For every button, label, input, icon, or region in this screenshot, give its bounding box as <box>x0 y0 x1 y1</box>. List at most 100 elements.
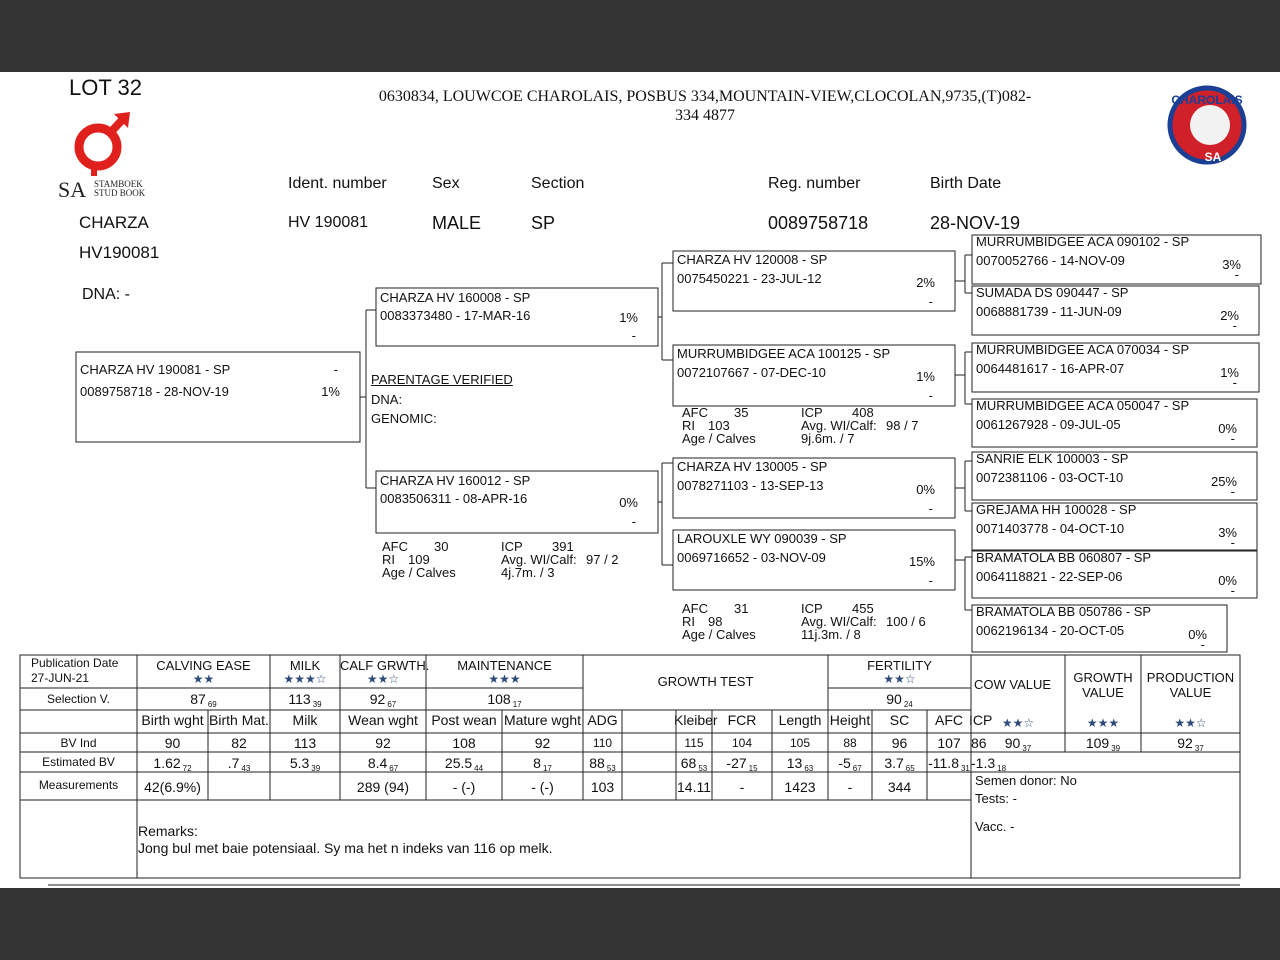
value: 68 <box>680 755 697 771</box>
animal-name: BRAMATOLA BB 060807 - SP <box>976 550 1152 565</box>
measurement: - (-) <box>452 779 476 795</box>
bv-ind: 92 <box>534 735 551 751</box>
group-name: MILK <box>289 658 321 673</box>
row-label: Estimated BV <box>42 755 115 769</box>
perf-value: 408 <box>852 405 874 420</box>
parentage: GENOMIC: <box>371 411 437 426</box>
bv-ind: 115 <box>684 736 704 750</box>
table-border <box>19 654 1241 879</box>
mark: - <box>631 328 636 343</box>
pedigree-box <box>971 502 1258 551</box>
mark: - <box>1200 637 1205 652</box>
stars: ★★★ <box>1086 716 1120 730</box>
group-name: FERTILITY <box>867 658 932 673</box>
animal-name: MURRUMBIDGEE ACA 090102 - SP <box>976 234 1190 249</box>
row-label: Selection V. <box>47 692 110 706</box>
column-header: ADG <box>587 712 618 728</box>
column-header: ICP <box>969 712 992 728</box>
subscript: 43 <box>241 764 251 773</box>
measurement: - <box>739 779 745 795</box>
perf-label: Age / Calves <box>682 627 756 642</box>
subscript: 37 <box>1022 744 1032 753</box>
perf-label: RI <box>682 418 695 433</box>
value: 88 <box>589 755 605 771</box>
column-header: AFC <box>935 712 963 728</box>
reg-date: 0064118821 - 22-SEP-06 <box>976 569 1123 584</box>
subscript: 63 <box>804 764 814 773</box>
dna: DNA: - <box>82 286 130 303</box>
value: -11.8 <box>928 755 959 771</box>
inbreeding: 1% <box>321 384 340 399</box>
row-label: Measurements <box>38 778 119 792</box>
measurement: 42(6.9%) <box>144 779 201 795</box>
stars: ★★ <box>192 672 215 686</box>
subscript: 15 <box>748 764 758 773</box>
logo-sub: STAMBOEK <box>94 179 143 189</box>
measurement: 1423 <box>784 779 816 795</box>
reg-date: 0072107667 - 07-DEC-10 <box>677 365 826 380</box>
est-bv: 8.4 67 <box>340 755 426 774</box>
perf-value: 455 <box>852 601 874 616</box>
bv-ind: 107 <box>937 735 961 751</box>
column-header: Post wean <box>431 712 497 728</box>
field-label: Birth Date <box>930 175 1002 192</box>
mark: - <box>1230 431 1235 446</box>
perf-value: 109 <box>408 552 430 567</box>
value: 92 <box>1177 735 1193 751</box>
subscript: 53 <box>698 764 708 773</box>
inbreeding: 15% <box>908 554 935 569</box>
perf-label: ICP <box>801 601 823 616</box>
animal-name: CHARZA HV 160012 - SP <box>380 473 531 488</box>
measurement: - <box>847 779 853 795</box>
lot: LOT 32 <box>69 75 142 100</box>
mark: - <box>928 388 933 403</box>
animal-name: MURRUMBIDGEE ACA 070034 - SP <box>976 342 1190 357</box>
pedigree-box <box>971 285 1260 336</box>
animal-name: MURRUMBIDGEE ACA 050047 - SP <box>976 398 1190 413</box>
note: Semen donor: No <box>975 773 1077 788</box>
value: .7 <box>227 755 240 771</box>
bv-ind: 88 <box>843 736 857 750</box>
mark: - <box>1230 583 1235 598</box>
group-name: CALF GRWTH. <box>340 658 430 673</box>
index-name: COW VALUE <box>974 677 1052 692</box>
reg-date: 0064481617 - 16-APR-07 <box>976 361 1125 376</box>
value: 108 <box>487 691 511 707</box>
value: 5.3 <box>289 755 310 771</box>
selection-value: 108 17 <box>426 691 583 710</box>
subscript: 37 <box>1194 744 1204 753</box>
subscript: 39 <box>1111 744 1121 753</box>
reg-date: 0078271103 - 13-SEP-13 <box>677 478 824 493</box>
pedigree-box <box>971 550 1258 599</box>
subscript: 67 <box>389 764 399 773</box>
bv-ind: 110 <box>592 736 613 750</box>
perf-label: AFC <box>682 601 708 616</box>
group-name: CALVING EASE <box>156 658 251 673</box>
est-bv: .7 43 <box>208 755 270 774</box>
reg-date: 0069716652 - 03-NOV-09 <box>677 550 826 565</box>
est-bv: -27 15 <box>712 755 772 774</box>
value: 1.62 <box>153 755 181 771</box>
perf-label: Age / Calves <box>682 431 756 446</box>
row-label: BV Ind <box>60 736 97 750</box>
est-bv: 13 63 <box>772 755 828 774</box>
stars: ★★☆ <box>1001 716 1035 730</box>
animal-name: CHARZA HV 120008 - SP <box>677 252 828 267</box>
column-header: Length <box>778 712 822 728</box>
subscript: 69 <box>207 700 217 709</box>
column-header: Height <box>829 712 871 728</box>
value: 87 <box>190 691 206 707</box>
reg-date: 0075450221 - 23-JUL-12 <box>677 271 822 286</box>
value: -5 <box>838 755 851 771</box>
bv-ind: 108 <box>452 735 476 751</box>
animal-name: GREJAMA HH 100028 - SP <box>976 502 1137 517</box>
mark: - <box>928 294 933 309</box>
pedigree-box <box>971 398 1258 448</box>
bv-ind: 82 <box>231 735 247 751</box>
bv-ind: 90 37 <box>971 735 1065 754</box>
inbreeding: 25% <box>1210 474 1237 489</box>
logo: SA STAMBOEK STUD BOOK <box>58 112 146 202</box>
mark: - <box>928 573 933 588</box>
